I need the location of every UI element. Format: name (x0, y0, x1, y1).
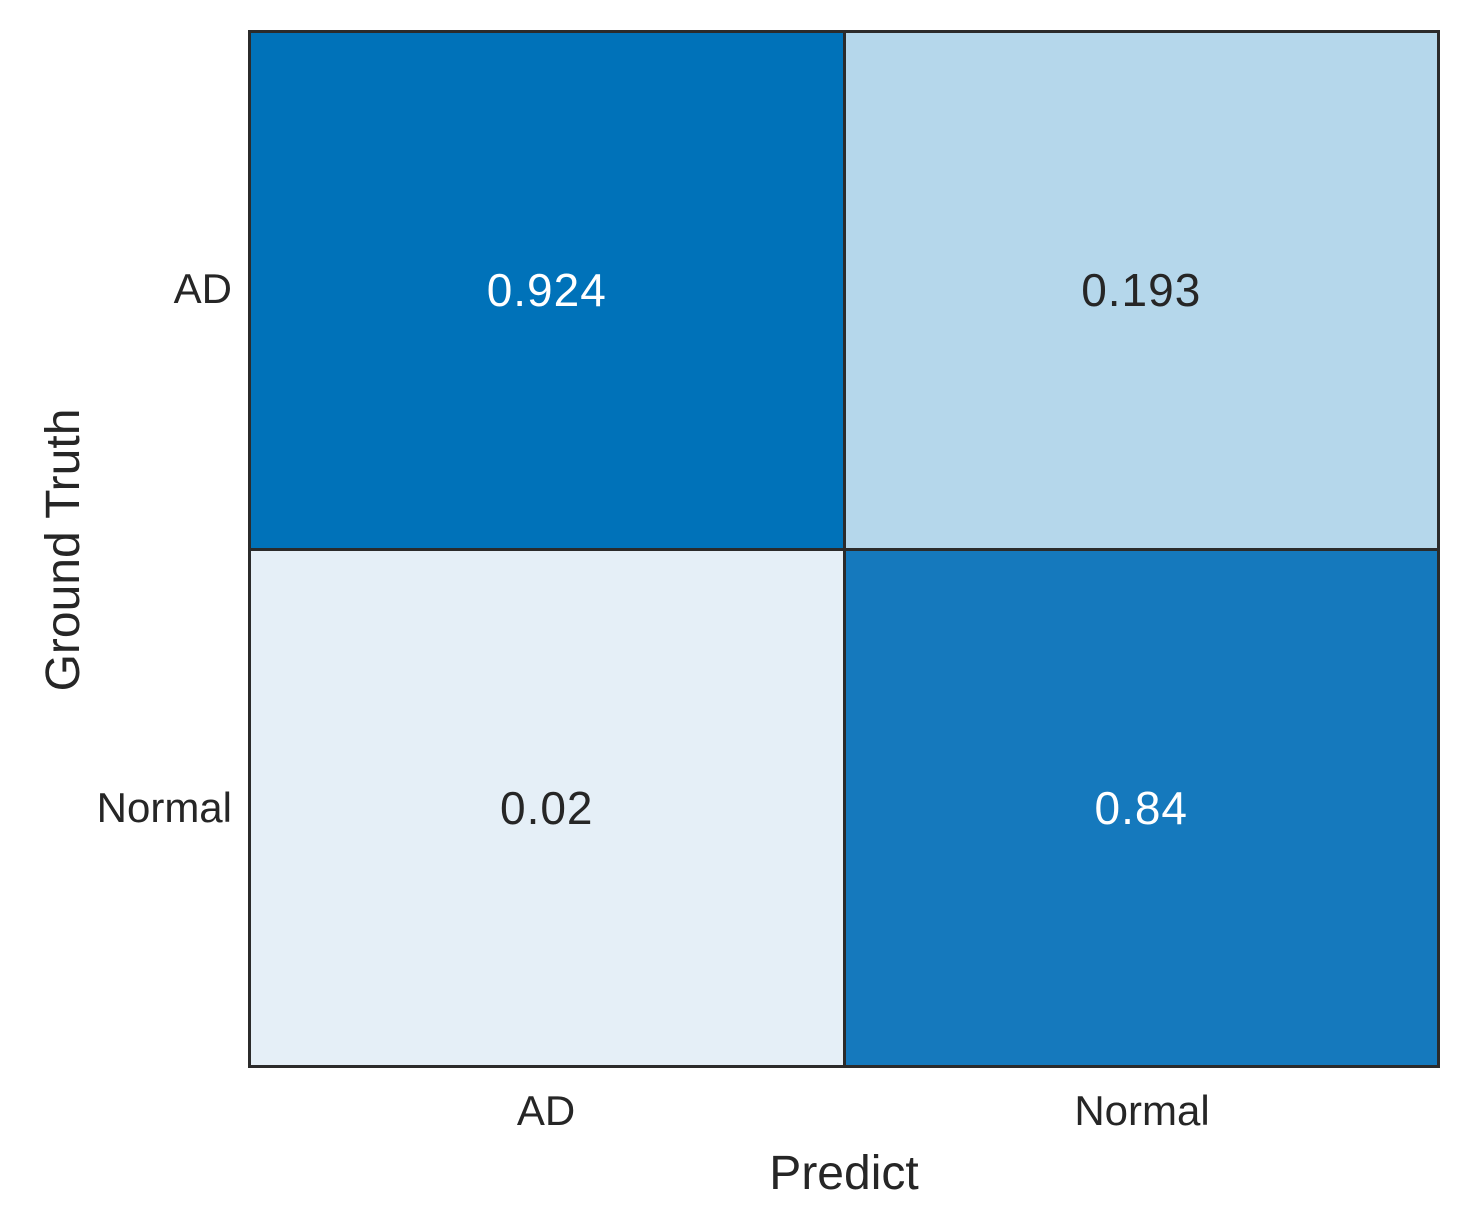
matrix-cell-normal-ad: 0.02 (251, 550, 843, 1065)
matrix-cell-ad-ad: 0.924 (251, 33, 843, 548)
x-tick-label-ad: AD (516, 1087, 576, 1134)
x-tick-label-normal: Normal (1074, 1087, 1210, 1134)
y-tick-label-ad: AD (173, 265, 232, 312)
x-axis-label: Predict (769, 1147, 919, 1200)
y-axis-label: Ground Truth (37, 408, 90, 692)
matrix-cell-ad-normal: 0.193 (845, 33, 1437, 548)
y-tick-label-normal: Normal (96, 784, 232, 831)
matrix-cell-normal-normal: 0.84 (845, 550, 1437, 1065)
heatmap-plot-area: 0.924 0.193 0.02 0.84 (248, 30, 1440, 1068)
